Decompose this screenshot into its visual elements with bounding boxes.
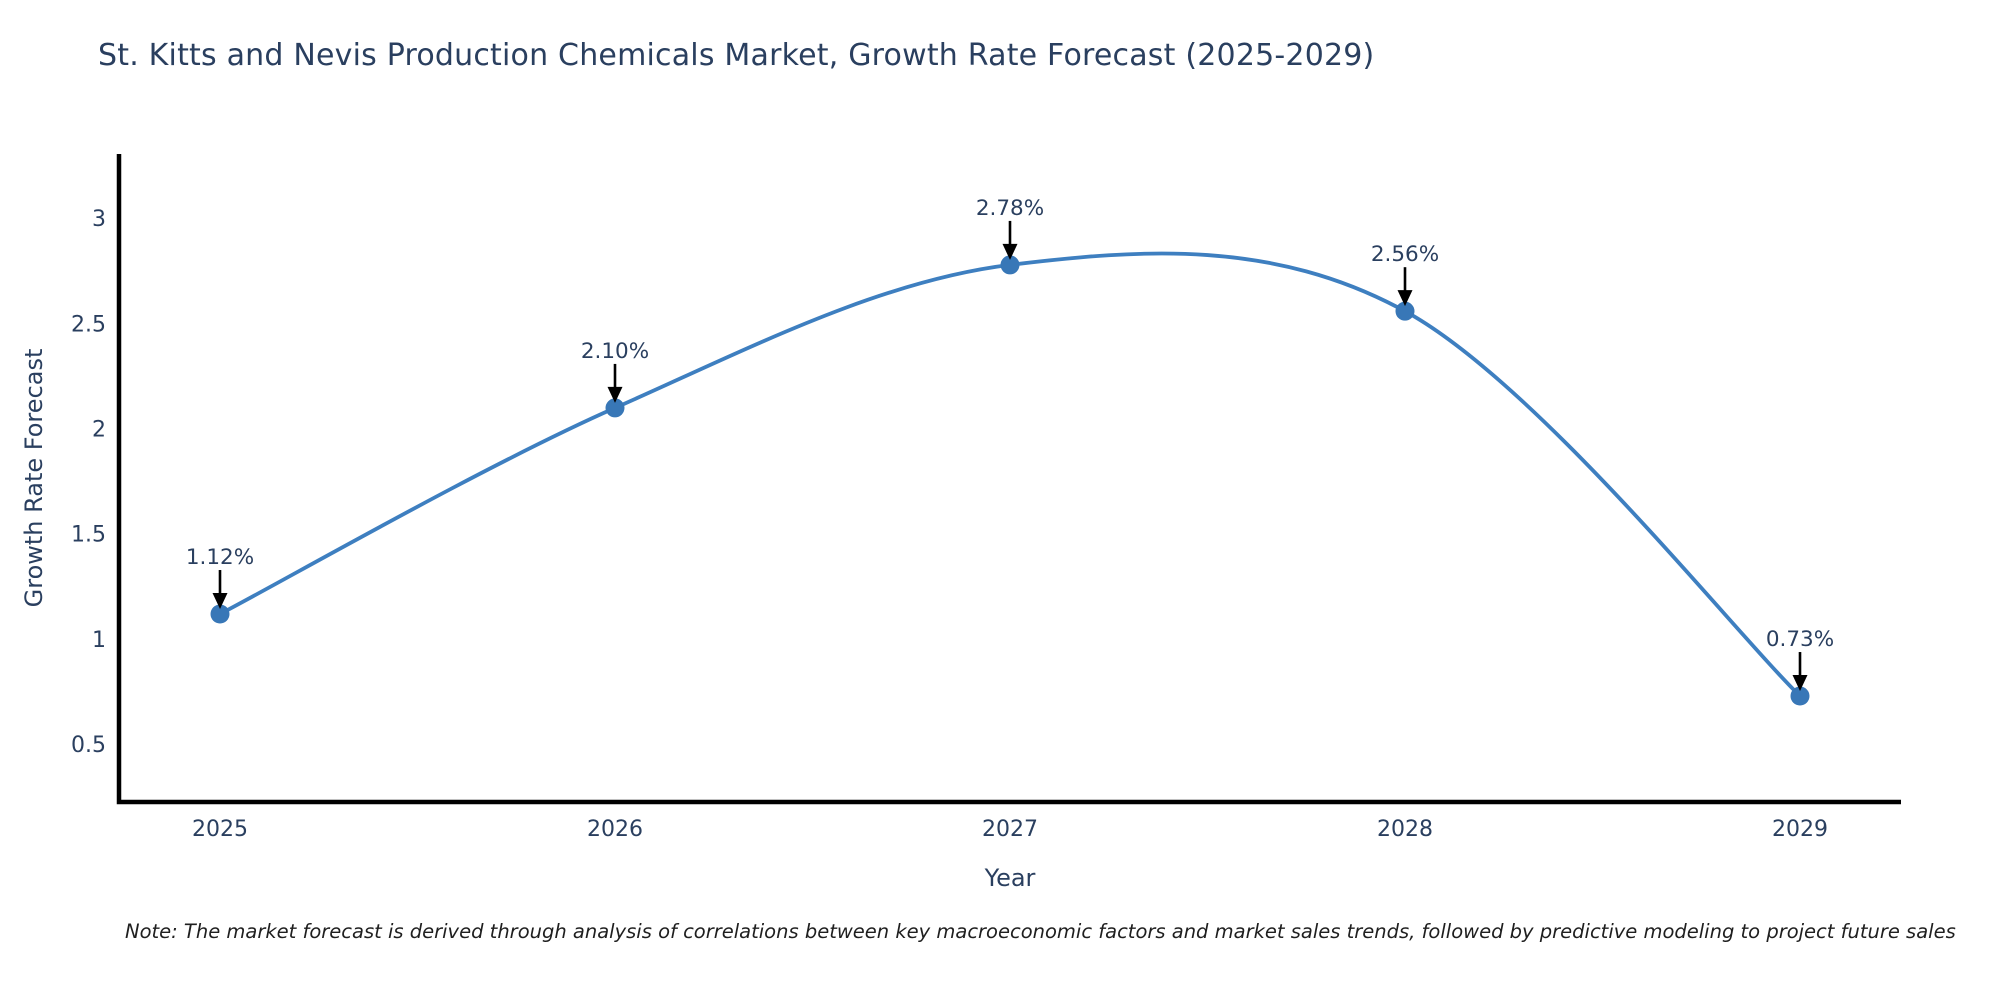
data-point-marker bbox=[1395, 301, 1415, 321]
annotation-arrow-head bbox=[212, 593, 228, 610]
y-tick-label: 3 bbox=[92, 207, 106, 232]
data-point-marker bbox=[1790, 686, 1810, 706]
y-tick-label: 1.5 bbox=[71, 523, 106, 548]
annotation-arrow-head bbox=[607, 386, 623, 403]
data-point-marker bbox=[1000, 255, 1020, 275]
y-tick-label: 2 bbox=[92, 417, 106, 442]
point-annotation: 2.78% bbox=[976, 196, 1044, 221]
x-tick-label: 2026 bbox=[587, 817, 643, 842]
axis-spines bbox=[116, 154, 1901, 805]
y-tick-label: 1 bbox=[92, 628, 106, 653]
x-tick-label: 2029 bbox=[1772, 817, 1828, 842]
annotation-arrow-head bbox=[1002, 243, 1018, 260]
chart-title: St. Kitts and Nevis Production Chemicals… bbox=[98, 38, 1375, 73]
annotation-arrow-head bbox=[1397, 290, 1413, 307]
x-axis-title: Year bbox=[984, 864, 1036, 892]
point-annotation: 1.12% bbox=[186, 545, 254, 570]
data-point-marker bbox=[605, 398, 625, 418]
x-tick-label: 2025 bbox=[192, 817, 248, 842]
trend-line bbox=[218, 251, 1802, 698]
point-annotation: 0.73% bbox=[1766, 627, 1834, 652]
point-annotation: 2.56% bbox=[1371, 242, 1439, 267]
annotation-arrow-head bbox=[1792, 675, 1808, 692]
footnote: Note: The market forecast is derived thr… bbox=[125, 920, 1956, 943]
x-tick-label: 2028 bbox=[1377, 817, 1433, 842]
x-tick-label: 2027 bbox=[982, 817, 1038, 842]
data-point-marker bbox=[210, 604, 230, 624]
point-annotation: 2.10% bbox=[581, 339, 649, 364]
y-tick-label: 2.5 bbox=[71, 312, 106, 337]
y-tick-label: 0.5 bbox=[71, 733, 106, 758]
